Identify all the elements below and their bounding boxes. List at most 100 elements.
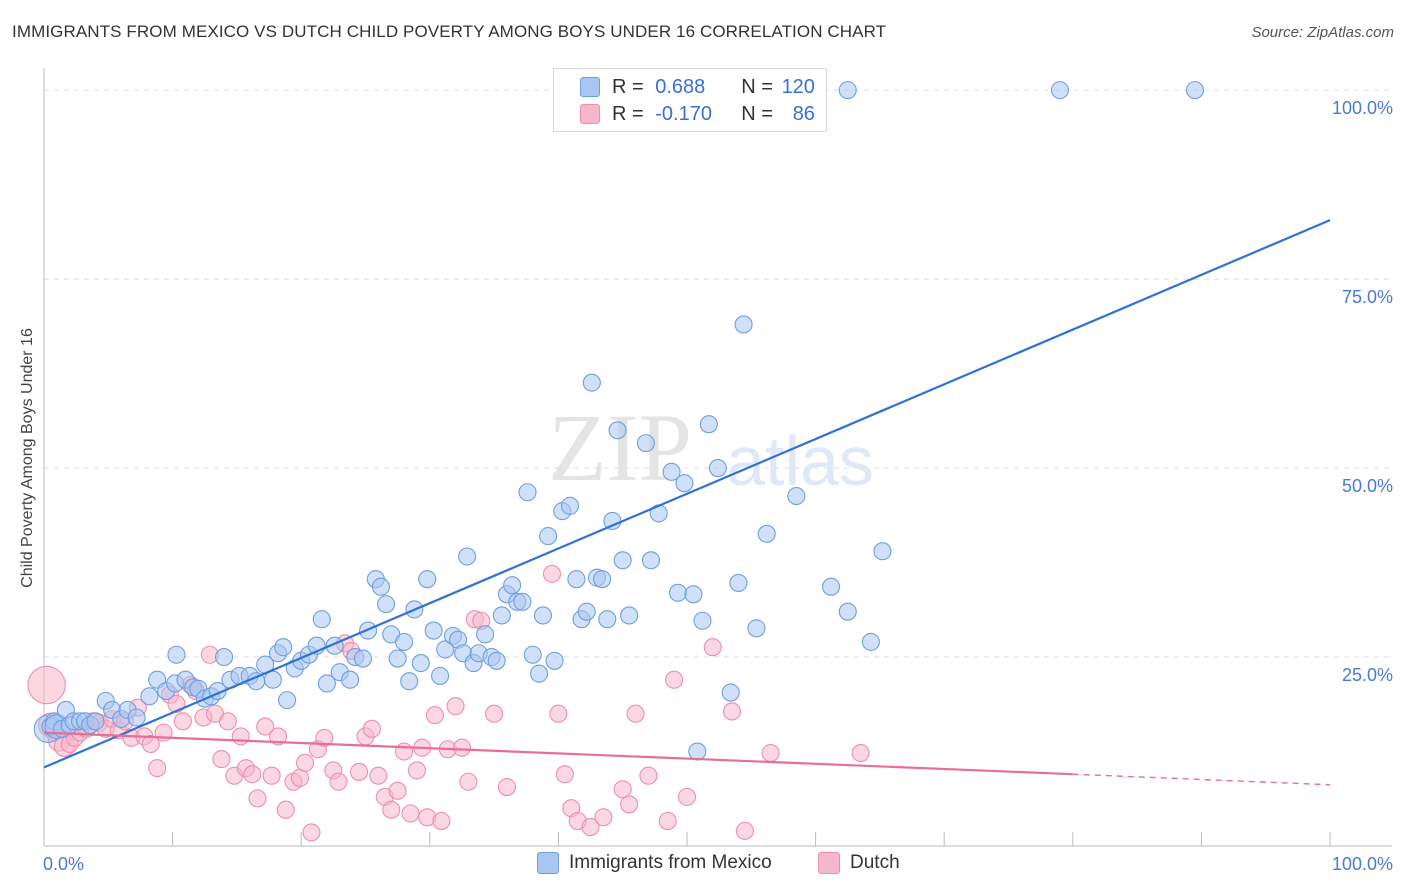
mexico-point — [140, 687, 159, 706]
mexico-point — [641, 551, 661, 570]
dutch-point — [735, 821, 754, 840]
x-tick-label: 0.0% — [43, 854, 84, 874]
dutch-point — [296, 753, 315, 772]
dutch-point — [212, 750, 231, 769]
dutch-point — [658, 812, 677, 831]
mexico-point — [838, 81, 857, 100]
mexico-point — [431, 666, 450, 685]
dutch-point — [315, 728, 334, 747]
legend-r-label: R = — [612, 102, 644, 125]
mexico-point — [838, 602, 857, 621]
dutch-point — [256, 717, 275, 736]
mexico-point — [668, 583, 688, 602]
dutch-point — [459, 772, 478, 791]
mexico-point — [757, 524, 776, 543]
mexico-point — [513, 592, 532, 611]
legend-swatch-dutch — [580, 104, 600, 124]
dutch-point — [362, 719, 381, 738]
mexico-point — [721, 683, 740, 702]
dutch-trend-extension — [1072, 773, 1331, 786]
dutch-point — [395, 742, 414, 761]
mexico-point — [693, 611, 712, 630]
mexico-point — [708, 459, 727, 478]
mexico-point — [787, 486, 806, 506]
dutch-point — [851, 743, 870, 763]
y-tick-label: 100.0% — [1332, 98, 1393, 118]
dutch-point — [243, 765, 262, 784]
mexico-point — [411, 654, 430, 673]
mexico-point — [86, 712, 105, 731]
legend-row-mexico: R = 0.688 N = 120 — [554, 73, 815, 101]
dutch-point — [620, 795, 639, 814]
dutch-point — [425, 706, 444, 725]
mexico-point — [567, 570, 586, 589]
legend-label-mexico: Immigrants from Mexico — [569, 852, 772, 873]
dutch-point — [485, 704, 504, 723]
mexico-point — [214, 647, 234, 667]
dutch-point — [262, 766, 281, 785]
dutch-point — [290, 768, 309, 788]
mexico-point — [400, 672, 419, 691]
legend-item-mexico[interactable]: Immigrants from Mexico — [537, 852, 772, 874]
y-tick-label: 50.0% — [1342, 476, 1393, 496]
mexico-point — [436, 640, 455, 659]
mexico-point — [560, 496, 580, 515]
mexico-point — [1050, 81, 1069, 100]
source-credit: Source: ZipAtlas.com — [1251, 24, 1394, 41]
mexico-point — [688, 742, 707, 761]
mexico-point — [371, 577, 390, 596]
dutch-point — [432, 812, 451, 831]
trend-lines — [43, 219, 1331, 786]
chart-title: IMMIGRANTS FROM MEXICO VS DUTCH CHILD PO… — [12, 22, 887, 41]
dutch-point — [555, 765, 574, 784]
watermark: ZIP atlas — [548, 394, 874, 501]
mexico-point — [582, 373, 601, 392]
mexico-point — [263, 670, 282, 689]
mexico-point — [503, 576, 522, 595]
watermark-zip: ZIP — [548, 394, 692, 501]
mexico-point — [353, 649, 372, 668]
y-tick-label: 25.0% — [1342, 665, 1393, 685]
dutch-point — [594, 808, 613, 827]
mexico-point — [821, 577, 841, 596]
mexico-point — [458, 547, 477, 566]
mexico-point — [278, 691, 297, 710]
legend-r-mexico: 0.688 — [655, 75, 706, 98]
legend-item-dutch[interactable]: Dutch — [818, 852, 900, 874]
dutch-point — [248, 789, 267, 808]
legend-swatch-dutch — [818, 852, 840, 874]
dutch-point — [329, 772, 348, 791]
mexico-point — [487, 651, 506, 670]
mexico-point — [747, 619, 766, 638]
mexico-point — [598, 610, 617, 629]
mexico-point — [539, 527, 558, 546]
legend-n-mexico: 120 — [781, 75, 815, 98]
dutch-trend-line — [43, 731, 1073, 776]
dutch-point — [446, 697, 465, 716]
watermark-atlas: atlas — [726, 422, 874, 500]
dutch-point — [401, 804, 420, 823]
dutch-point — [639, 766, 658, 785]
legend-n-label: N = — [741, 102, 773, 125]
mexico-point — [684, 585, 703, 604]
mexico-point — [873, 542, 892, 561]
mexico-point — [312, 610, 331, 629]
dutch-point — [388, 781, 407, 800]
dutch-point — [350, 762, 369, 781]
mexico-point — [620, 606, 639, 625]
grid — [44, 89, 1392, 658]
legend-n-dutch: 86 — [792, 102, 815, 125]
dutch-point — [677, 787, 697, 806]
tick-labels: 25.0% 50.0% 75.0% 100.0% 0.0% 100.0% — [43, 98, 1393, 874]
mexico-point — [593, 570, 612, 589]
mexico-point — [523, 645, 542, 664]
mexico-point — [861, 632, 880, 651]
legend-swatch-mexico — [537, 852, 559, 874]
mexico-point — [418, 570, 437, 589]
dutch-point — [382, 800, 401, 819]
dutch-point — [542, 564, 562, 583]
mexico-point — [608, 421, 627, 440]
mexico-point — [395, 632, 414, 651]
mexico-point — [317, 674, 336, 693]
